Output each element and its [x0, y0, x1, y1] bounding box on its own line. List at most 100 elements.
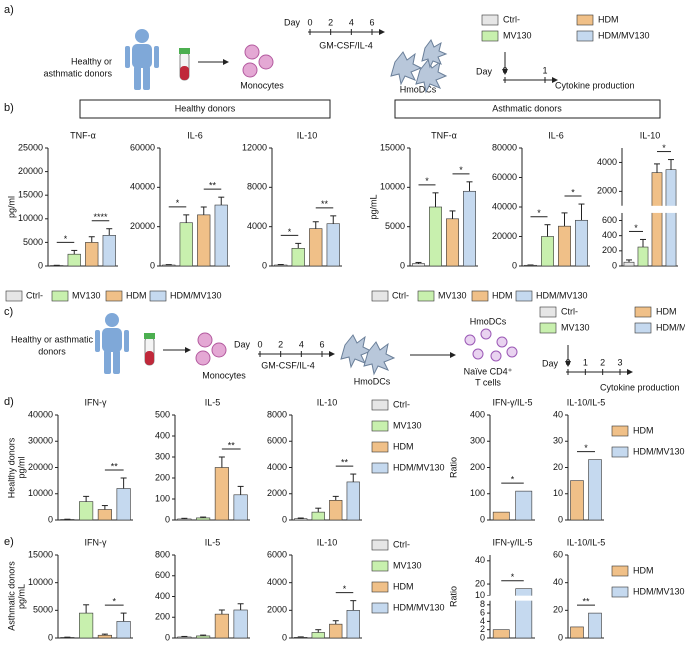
y-tick-label: 600 — [602, 215, 617, 225]
bar — [637, 246, 649, 267]
y-tick-label: 400 — [470, 409, 485, 419]
y-tick-label: 0 — [612, 260, 617, 270]
significance-label: ** — [582, 596, 590, 606]
donors-text: Healthy or asthmatic — [11, 334, 94, 344]
bar — [326, 223, 340, 267]
panel-b: b) Healthy donors Asthmatic donors — [4, 99, 661, 119]
day-label: Day — [476, 66, 493, 76]
y-tick-label: 15000 — [380, 142, 405, 152]
significance-label: * — [537, 208, 541, 218]
y-tick-label: 20 — [553, 605, 563, 615]
bar — [492, 629, 510, 639]
bar — [346, 610, 360, 639]
group-label: Asthmatic donors — [6, 561, 16, 631]
legend-swatch — [371, 602, 389, 614]
person-icon — [125, 29, 159, 90]
legend-swatch — [481, 14, 499, 26]
bar — [575, 219, 588, 267]
legend-swatch — [634, 306, 652, 318]
legend-swatch — [611, 425, 629, 437]
legend-swatch — [371, 441, 389, 453]
y-tick-label: 100 — [155, 493, 170, 503]
y-tick-label: 2000 — [597, 186, 617, 196]
y-tick-label: 0 — [38, 260, 43, 270]
legend-label: MV130 — [393, 420, 422, 430]
tcell-label: Naïve CD4⁺ — [464, 366, 513, 376]
legend-label: HDM/MV130 — [633, 446, 685, 456]
chart-title: IFN-γ/IL-5 — [492, 397, 532, 407]
legend-label: HDM — [492, 290, 513, 300]
legend-swatch — [371, 290, 389, 302]
panel-c: c) Healthy or asthmatic donors Monocytes… — [4, 306, 680, 392]
y-tick-label: 0 — [400, 260, 405, 270]
y-tick-label: 600 — [155, 570, 170, 580]
coculture-label: HmoDCs — [470, 316, 507, 326]
bar — [177, 636, 192, 639]
day-label: Day — [284, 17, 301, 27]
bar — [463, 190, 476, 267]
y-tick-label: 400 — [602, 230, 617, 240]
significance-label: * — [511, 475, 515, 485]
chart-title: IL-10/IL-5 — [567, 537, 606, 547]
y-tick-label: 200 — [602, 245, 617, 255]
y-tick-label: 200 — [155, 612, 170, 622]
bar — [541, 236, 554, 267]
chart-title: IL-6 — [548, 130, 564, 140]
bar — [233, 609, 248, 639]
bar — [570, 626, 584, 639]
y-tick-label: 0 — [150, 260, 155, 270]
legend-swatch — [105, 290, 123, 302]
y-tick-label: 4000 — [597, 157, 617, 167]
y-tick-label: 0 — [558, 514, 563, 524]
panel-label: e) — [4, 536, 14, 548]
bar — [588, 612, 602, 639]
legend-swatch — [611, 586, 629, 598]
legend-swatch — [149, 290, 167, 302]
y-axis-label: Ratio — [448, 586, 458, 607]
y-axis-label: pg/ml — [16, 456, 26, 478]
legend-label: HDM/MV130 — [170, 290, 222, 300]
chart-title: IL-10 — [640, 130, 661, 140]
timeline-day: 1 — [542, 65, 547, 75]
y-tick-label: 10000 — [18, 213, 43, 223]
bar — [570, 480, 584, 521]
y-tick-label: 5000 — [385, 221, 405, 231]
y-tick-label: 4000 — [267, 462, 287, 472]
y-tick-label: 0 — [48, 632, 53, 642]
significance-label: **** — [93, 212, 108, 222]
result-label: HmoDCs — [400, 84, 437, 94]
monocyte-icon — [195, 332, 227, 366]
treatment-label: GM-CSF/IL-4 — [319, 40, 373, 50]
y-tick-label: 300 — [155, 451, 170, 461]
cells-label: Monocytes — [202, 370, 246, 380]
bar — [196, 517, 211, 521]
legend-label: Ctrl- — [392, 290, 409, 300]
y-tick-label: 40000 — [130, 182, 155, 192]
timeline-day: 2 — [600, 357, 605, 367]
y-tick-label: 40 — [553, 577, 563, 587]
bar — [67, 253, 81, 267]
legend-swatch — [539, 322, 557, 334]
bar — [492, 511, 510, 521]
legend-swatch — [371, 462, 389, 474]
y-tick-label: 4000 — [267, 577, 287, 587]
y-axis-label: pg/mL — [368, 194, 378, 219]
y-tick-label: 8000 — [247, 182, 267, 192]
legend-label: HDM/MV130 — [393, 602, 445, 612]
chart-title: IL-5 — [205, 537, 221, 547]
y-tick-label: 12000 — [242, 142, 267, 152]
legend-swatch — [611, 565, 629, 577]
day-label: Day — [234, 339, 251, 349]
y-tick-label: 40 — [475, 555, 485, 565]
y-tick-label: 80000 — [492, 142, 517, 152]
legend-label: Ctrl- — [503, 14, 520, 24]
legend-swatch — [576, 30, 594, 42]
cells-label: Monocytes — [240, 80, 284, 90]
legend-label: HDM/MV130 — [393, 462, 445, 472]
legend-swatch — [371, 420, 389, 432]
legend-swatch — [371, 581, 389, 593]
y-tick-label: 4 — [480, 616, 485, 626]
timeline-day: 6 — [319, 339, 324, 349]
panel-label: b) — [4, 102, 14, 114]
bar — [311, 511, 325, 521]
